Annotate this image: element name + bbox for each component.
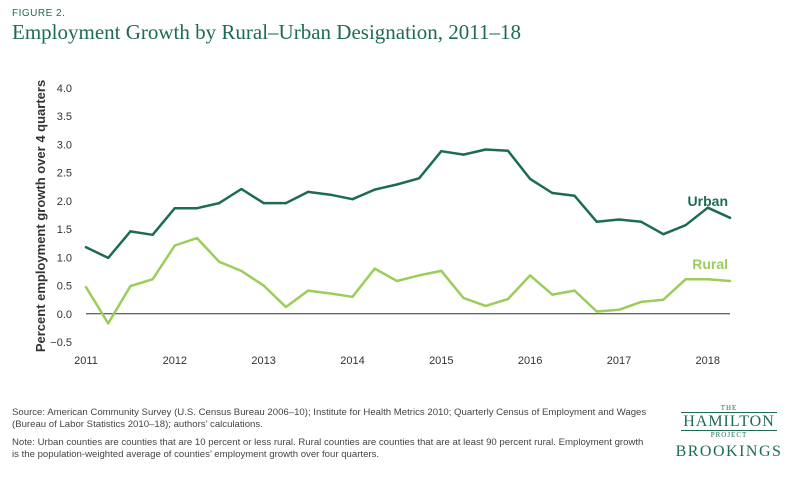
- data-point-urban: [306, 190, 310, 194]
- data-point-rural: [195, 236, 199, 240]
- line-chart: 4.0 3.5 3.0 2.5 2.0 1.5 1.0 0.5 0.0 −0.5 2011 2012…: [33, 80, 732, 367]
- data-point-rural: [351, 295, 354, 299]
- data-point-rural: [173, 244, 177, 247]
- data-point-urban: [329, 193, 332, 196]
- data-point-urban: [506, 149, 510, 152]
- data-point-urban: [617, 218, 621, 221]
- y-tick-label: 2.0: [57, 196, 72, 208]
- data-point-rural: [284, 305, 288, 309]
- x-tick-label: 2016: [518, 355, 542, 367]
- data-point-rural: [306, 289, 310, 292]
- series-label-rural: Rural: [692, 256, 728, 272]
- x-tick-label: 2011: [74, 355, 98, 367]
- data-point-rural: [395, 279, 399, 283]
- data-point-rural: [595, 310, 598, 313]
- series-lines: [84, 148, 732, 325]
- data-point-rural: [84, 286, 88, 289]
- data-point-rural: [417, 274, 421, 277]
- data-point-urban: [195, 207, 199, 210]
- data-point-rural: [639, 300, 643, 304]
- data-point-rural: [151, 278, 154, 281]
- data-point-rural: [528, 274, 532, 277]
- y-tick-label: 4.0: [57, 83, 72, 95]
- data-point-urban: [662, 232, 665, 236]
- data-point-urban: [262, 201, 265, 205]
- data-point-rural: [706, 278, 709, 281]
- data-point-rural: [107, 322, 110, 325]
- chart-title: Employment Growth by Rural–Urban Designa…: [12, 20, 521, 44]
- series-labels: Urban Rural: [688, 193, 728, 272]
- logo-brookings: BROOKINGS: [675, 443, 783, 460]
- x-axis-ticks: 2011 2012 2013 2014 2015 2016 2017 2018: [74, 355, 720, 367]
- data-point-rural: [728, 279, 732, 283]
- data-point-rural: [662, 298, 665, 301]
- y-tick-label: 2.5: [57, 168, 72, 180]
- data-point-urban: [240, 187, 243, 191]
- data-point-urban: [706, 206, 709, 209]
- y-tick-label: 0.0: [57, 309, 72, 321]
- data-point-urban: [551, 191, 554, 195]
- data-point-rural: [551, 293, 554, 296]
- data-point-urban: [728, 216, 732, 220]
- y-axis-ticks: 4.0 3.5 3.0 2.5 2.0 1.5 1.0 0.5 0.0 −0.5: [50, 83, 72, 349]
- data-point-urban: [528, 177, 532, 181]
- series-line-rural: [84, 236, 732, 325]
- data-point-urban: [573, 194, 576, 198]
- y-tick-label: 0.5: [57, 281, 72, 293]
- data-point-urban: [484, 148, 487, 151]
- x-tick-label: 2015: [429, 355, 453, 367]
- data-point-urban: [595, 220, 598, 223]
- data-point-rural: [462, 296, 465, 300]
- data-point-urban: [639, 220, 643, 223]
- data-point-rural: [440, 269, 443, 273]
- data-point-urban: [417, 177, 421, 180]
- logo-hamilton: HAMILTON: [681, 412, 777, 431]
- data-point-urban: [351, 197, 354, 201]
- data-point-urban: [173, 207, 177, 210]
- y-tick-label: 1.0: [57, 252, 72, 264]
- footnote: Note: Urban counties are counties that a…: [12, 437, 644, 460]
- data-point-urban: [284, 201, 288, 205]
- figure-label: FIGURE 2.: [12, 8, 66, 19]
- y-tick-label: 1.5: [57, 224, 72, 236]
- data-point-urban: [129, 230, 132, 233]
- hamilton-brookings-logo: THE HAMILTON PROJECT BROOKINGS: [670, 404, 788, 462]
- x-tick-label: 2012: [163, 355, 187, 367]
- data-point-rural: [373, 267, 376, 270]
- data-point-rural: [573, 289, 576, 292]
- data-point-rural: [506, 297, 510, 301]
- data-point-urban: [84, 245, 88, 249]
- y-tick-label: −0.5: [50, 337, 72, 349]
- logo-project: PROJECT: [710, 431, 748, 439]
- data-point-rural: [484, 304, 487, 308]
- x-tick-label: 2017: [607, 355, 631, 367]
- x-tick-label: 2018: [696, 355, 720, 367]
- series-line-urban: [84, 148, 732, 260]
- x-tick-label: 2014: [340, 355, 364, 367]
- data-point-rural: [684, 278, 687, 281]
- data-point-urban: [395, 183, 399, 186]
- data-point-urban: [440, 150, 443, 153]
- data-point-urban: [218, 201, 221, 205]
- y-tick-label: 3.0: [57, 139, 72, 151]
- data-point-rural: [617, 308, 621, 312]
- data-point-rural: [262, 284, 265, 287]
- data-point-urban: [107, 256, 110, 260]
- y-tick-label: 3.5: [57, 111, 72, 123]
- data-point-urban: [151, 233, 154, 236]
- data-point-urban: [373, 188, 376, 191]
- series-label-urban: Urban: [688, 193, 728, 209]
- logo-the: THE: [720, 404, 738, 412]
- data-point-rural: [218, 260, 221, 264]
- data-point-rural: [240, 269, 243, 273]
- x-tick-label: 2013: [251, 355, 275, 367]
- source-note: Source: American Community Survey (U.S. …: [12, 407, 647, 430]
- data-point-urban: [684, 223, 687, 227]
- y-axis-label: Percent employment growth over 4 quarter…: [33, 80, 48, 352]
- data-point-urban: [462, 153, 465, 156]
- data-point-rural: [329, 292, 332, 295]
- data-point-rural: [129, 284, 132, 288]
